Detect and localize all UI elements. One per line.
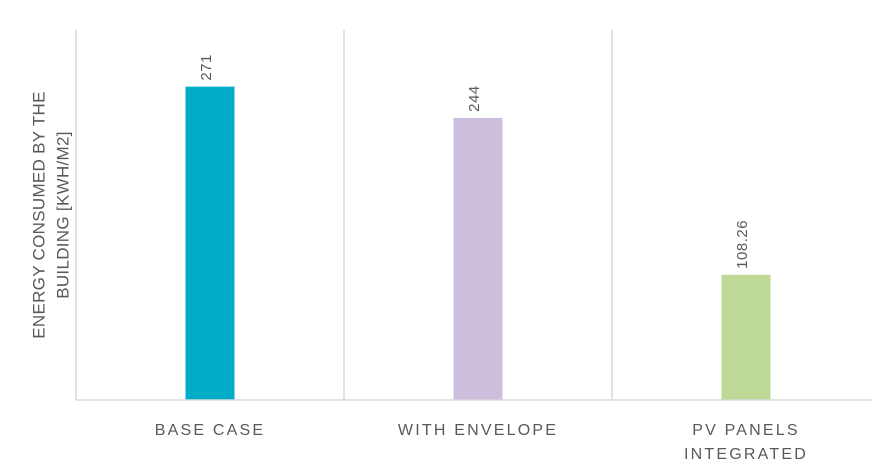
category-label: PV PANELS xyxy=(692,422,800,439)
data-label: 244 xyxy=(466,85,483,112)
data-label: 108.26 xyxy=(734,220,751,269)
category-separators xyxy=(75,30,613,400)
data-label: 271 xyxy=(198,54,215,81)
y-axis-title-line: ENERGY CONSUMED BY THE xyxy=(29,91,48,339)
category-label: BASE CASE xyxy=(155,422,266,439)
bar xyxy=(453,117,503,400)
bar xyxy=(185,86,235,400)
y-axis-title-line: BUILDING [KWH/M2] xyxy=(53,131,72,299)
data-labels: 271 244 108.26 xyxy=(198,54,751,269)
category-labels: BASE CASE WITH ENVELOPE PV PANELS INTEGRATE… xyxy=(155,422,808,463)
y-axis-title: ENERGY CONSUMED BY THE BUILDING [KWH/M2] xyxy=(29,91,72,339)
category-label: WITH ENVELOPE xyxy=(398,422,558,439)
bars xyxy=(185,86,771,400)
category-label: INTEGRATED xyxy=(684,446,808,463)
bar xyxy=(721,274,771,400)
